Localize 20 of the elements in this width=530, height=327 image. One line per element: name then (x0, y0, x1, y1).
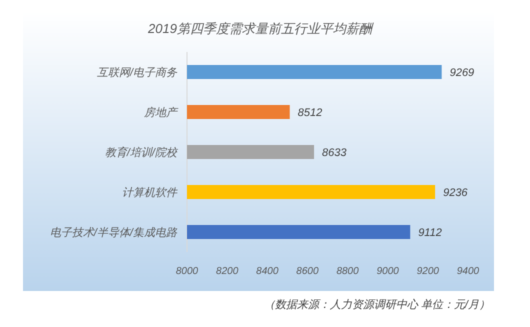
data-label: 9236 (443, 187, 468, 199)
x-tick-label: 8400 (256, 266, 279, 277)
data-label: 8512 (298, 107, 322, 119)
x-tick-label: 9400 (456, 266, 480, 277)
y-tick-label: 教育/培训/院校 (104, 146, 179, 159)
data-label: 9269 (450, 67, 474, 79)
y-tick-label: 电子技术/半导体/集成电路 (50, 226, 178, 239)
y-tick-label: 计算机软件 (122, 186, 178, 199)
x-tick-label: 9000 (376, 266, 400, 277)
y-tick-label: 房地产 (144, 106, 179, 119)
data-label: 9112 (418, 227, 442, 239)
x-tick-label: 8200 (216, 266, 239, 277)
x-tick-label: 8000 (176, 266, 199, 277)
data-label: 8633 (322, 147, 348, 159)
chart-title: 2019第四季度需求量前五行业平均薪酬 (147, 21, 374, 36)
y-tick-label: 互联网/电子商务 (96, 66, 178, 79)
x-tick-label: 9200 (416, 266, 440, 277)
x-tick-label: 8800 (336, 266, 360, 277)
x-tick-label: 8600 (296, 266, 319, 277)
text: （数据来源：人力资源调研中心 单位：元/月） (264, 298, 490, 311)
